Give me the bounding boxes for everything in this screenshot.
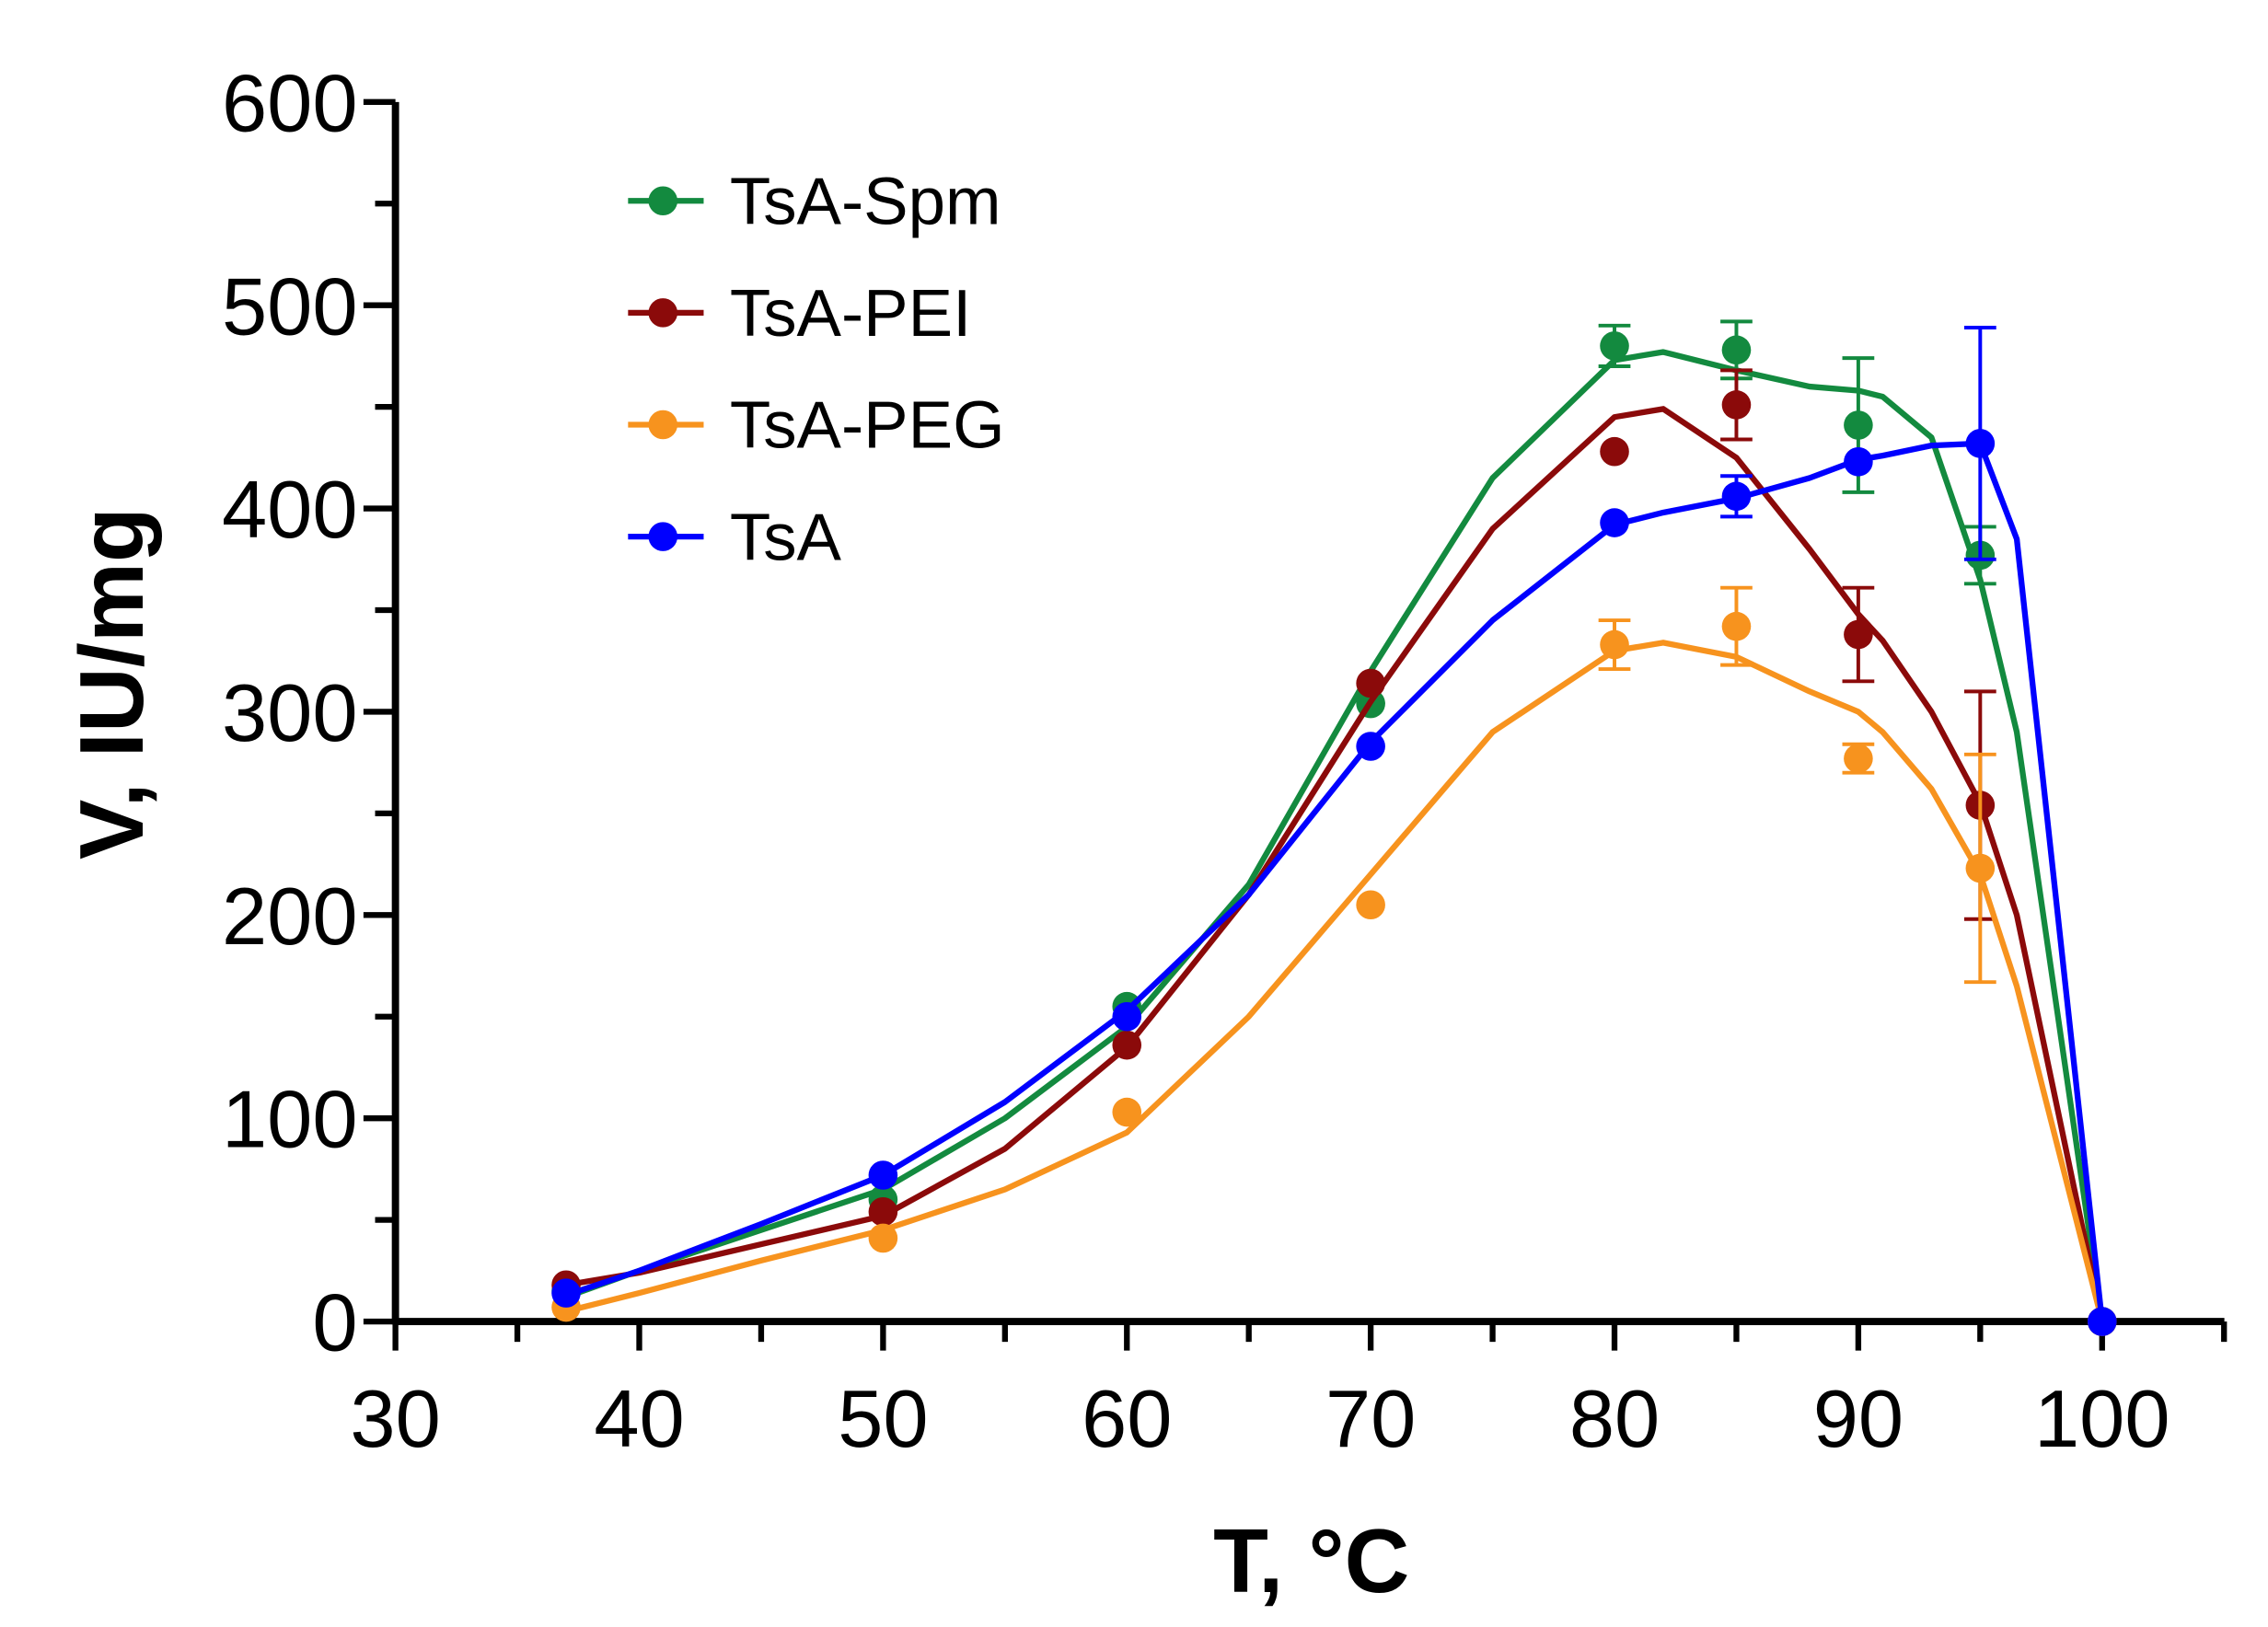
legend: TsA-Spm TsA-PEI TsA-PEG TsA [628,165,1005,574]
x-tick-label: 30 [350,1373,440,1464]
x-tick-label: 50 [838,1373,928,1464]
data-point [868,1160,898,1190]
data-point [1112,1097,1142,1127]
x-tick-label: 100 [2034,1373,2170,1464]
data-point [1721,390,1752,420]
y-tick-label: 0 [312,1277,357,1368]
fit-line [565,440,2105,1322]
y-tick-label: 200 [222,871,358,962]
series-tsa-spm [551,319,2117,1336]
series-tsa [551,326,2117,1336]
y-tick-label: 100 [222,1074,358,1165]
y-tick-label: 500 [222,260,358,352]
data-point [1965,429,1996,458]
data-point [1721,611,1752,641]
plot-area [551,319,2117,1336]
data-point [1356,668,1385,698]
data-point [1721,335,1752,365]
legend-item: TsA [628,500,842,574]
data-point [1600,331,1629,361]
y-axis-title: V, IU/mg [61,507,162,860]
y-tick-label: 600 [222,57,358,148]
data-point [1844,410,1873,440]
data-point [1844,619,1873,650]
y-tick-label: 300 [222,667,358,758]
x-tick-label: 70 [1325,1373,1416,1464]
data-point [1356,732,1385,761]
data-point [551,1278,581,1308]
data-point [1721,481,1752,512]
x-axis-title: T, °C [1213,1510,1409,1611]
legend-marker [648,410,678,440]
data-point [1600,629,1629,660]
data-point [1965,853,1996,883]
data-point [1844,744,1873,774]
data-point [1844,446,1873,477]
x-tick-label: 40 [594,1373,684,1464]
legend-label: TsA [730,500,842,574]
legend-label: TsA-Spm [730,165,1001,239]
legend-label: TsA-PEI [730,276,971,351]
axes: 30 40 50 60 70 80 90 100 0 100 200 300 400 500 600 [222,57,2228,1464]
data-point [1112,1001,1142,1032]
fit-line [564,349,2105,1322]
x-tick-label: 90 [1813,1373,1904,1464]
legend-marker [648,186,678,216]
data-point [868,1223,898,1253]
data-point [868,1196,898,1227]
y-tick-label: 400 [222,464,358,555]
legend-item: TsA-Spm [628,165,1001,239]
legend-item: TsA-PEI [628,276,971,351]
legend-item: TsA-PEG [628,388,1005,463]
data-point [1356,890,1385,920]
legend-label: TsA-PEG [730,388,1005,463]
x-tick-label: 80 [1569,1373,1660,1464]
x-tick-label: 60 [1082,1373,1172,1464]
data-point [1600,436,1629,467]
data-point [2087,1307,2117,1336]
legend-marker [648,522,678,551]
data-point [1600,508,1629,537]
data-point [1112,1030,1142,1060]
legend-marker [648,298,678,328]
